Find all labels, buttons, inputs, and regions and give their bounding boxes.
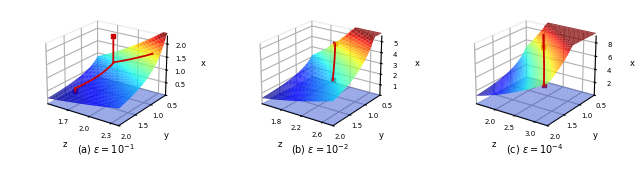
Y-axis label: y: y bbox=[164, 131, 169, 140]
Title: (a) $\epsilon = 10^{-1}$: (a) $\epsilon = 10^{-1}$ bbox=[77, 142, 134, 157]
Y-axis label: y: y bbox=[378, 131, 383, 140]
Y-axis label: y: y bbox=[593, 131, 598, 140]
Title: (c) $\epsilon = 10^{-4}$: (c) $\epsilon = 10^{-4}$ bbox=[506, 142, 563, 157]
X-axis label: z: z bbox=[492, 140, 496, 149]
X-axis label: z: z bbox=[277, 140, 282, 149]
X-axis label: z: z bbox=[63, 140, 67, 149]
Title: (b) $\epsilon = 10^{-2}$: (b) $\epsilon = 10^{-2}$ bbox=[291, 142, 349, 157]
